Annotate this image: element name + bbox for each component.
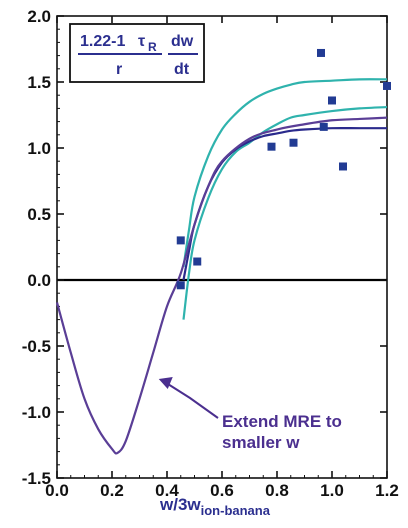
x-axis-label-sub: ion-banana xyxy=(201,503,271,518)
x-tick-label: 0.8 xyxy=(265,481,289,500)
ticks: 2.01.51.00.50.0-0.5-1.0-1.50.0 0.2 0.4 0.6 0… xyxy=(22,7,399,500)
y-tick-label: -1.5 xyxy=(22,469,51,488)
data-point xyxy=(328,96,336,105)
x-axis-label-main: w/3w xyxy=(159,495,201,514)
y-tick-label: 2.0 xyxy=(27,7,51,26)
formula-box: 1.22-1 τ R dw r dt xyxy=(69,23,205,83)
x-axis-label: w/3wion-banana xyxy=(159,495,271,518)
y-tick-label: -0.5 xyxy=(22,337,51,356)
data-point xyxy=(383,81,391,90)
plot-frame xyxy=(56,15,388,479)
formula-rhs-bottom: dt xyxy=(174,61,190,78)
formula-tau-sub: R xyxy=(148,40,157,54)
x-tick-label: 0.2 xyxy=(100,481,124,500)
y-tick-label: -1.0 xyxy=(22,403,51,422)
formula-lhs-top: 1.22-1 xyxy=(80,33,125,50)
series-line-2 xyxy=(182,78,388,267)
y-tick-label: 1.5 xyxy=(27,73,51,92)
x-tick-label: 0.6 xyxy=(210,481,234,500)
annotation-arrow xyxy=(164,381,219,419)
formula-rhs-top: dw xyxy=(171,33,194,50)
y-tick-label: 0.0 xyxy=(27,271,51,290)
data-point xyxy=(339,162,347,171)
data-point xyxy=(176,236,185,245)
data-point xyxy=(317,48,325,57)
series-line-4 xyxy=(55,116,388,455)
data-point xyxy=(176,281,185,290)
data-point xyxy=(267,142,276,151)
annotation-line2: smaller w xyxy=(222,433,300,452)
y-tick-label: 1.0 xyxy=(27,139,51,158)
series-line-3 xyxy=(182,127,387,281)
formula-lhs-bottom: r xyxy=(116,61,122,78)
data-point xyxy=(319,122,328,131)
x-tick-label: 1.2 xyxy=(375,481,399,500)
annotation-arrowhead xyxy=(158,377,173,389)
x-tick-label: 0.4 xyxy=(155,481,179,500)
x-tick-label: 0.0 xyxy=(45,481,69,500)
series-layer xyxy=(55,78,388,455)
annotation: Extend MRE to smaller w xyxy=(158,377,342,452)
x-tick-label: 1.0 xyxy=(320,481,344,500)
annotation-line1: Extend MRE to xyxy=(222,412,342,431)
data-point xyxy=(193,257,202,266)
scatter-layer xyxy=(176,48,391,290)
data-point xyxy=(289,138,298,147)
series-line-1 xyxy=(182,105,388,320)
formula-tau: τ xyxy=(138,33,145,50)
y-tick-label: 0.5 xyxy=(27,205,51,224)
